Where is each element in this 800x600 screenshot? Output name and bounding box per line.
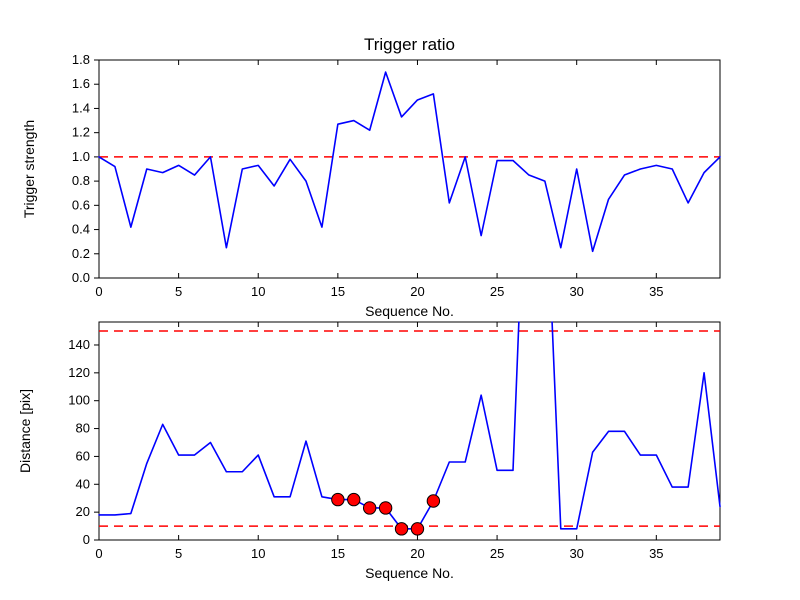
svg-text:Sequence No.: Sequence No. xyxy=(365,565,454,581)
svg-text:15: 15 xyxy=(331,284,345,299)
svg-text:Distance [pix]: Distance [pix] xyxy=(17,389,33,473)
svg-text:35: 35 xyxy=(649,546,663,561)
svg-text:10: 10 xyxy=(251,546,265,561)
svg-text:20: 20 xyxy=(410,284,424,299)
svg-text:1.0: 1.0 xyxy=(72,149,90,164)
svg-text:120: 120 xyxy=(68,365,90,380)
svg-text:60: 60 xyxy=(76,448,90,463)
svg-text:0: 0 xyxy=(83,532,90,547)
svg-text:Trigger strength: Trigger strength xyxy=(21,120,37,218)
svg-text:20: 20 xyxy=(410,546,424,561)
svg-text:0: 0 xyxy=(95,284,102,299)
svg-text:80: 80 xyxy=(76,421,90,436)
svg-text:0.0: 0.0 xyxy=(72,270,90,285)
svg-text:1.4: 1.4 xyxy=(72,100,90,115)
svg-text:5: 5 xyxy=(175,546,182,561)
svg-text:0.8: 0.8 xyxy=(72,173,90,188)
svg-text:0.4: 0.4 xyxy=(72,222,90,237)
svg-text:25: 25 xyxy=(490,284,504,299)
svg-text:5: 5 xyxy=(175,284,182,299)
svg-text:Sequence No.: Sequence No. xyxy=(365,303,454,319)
svg-text:1.2: 1.2 xyxy=(72,125,90,140)
svg-text:15: 15 xyxy=(331,546,345,561)
svg-text:25: 25 xyxy=(490,546,504,561)
svg-text:1.8: 1.8 xyxy=(72,52,90,67)
svg-text:0.2: 0.2 xyxy=(72,246,90,261)
svg-text:30: 30 xyxy=(569,546,583,561)
svg-text:40: 40 xyxy=(76,476,90,491)
svg-text:30: 30 xyxy=(569,284,583,299)
svg-text:0.6: 0.6 xyxy=(72,197,90,212)
svg-text:100: 100 xyxy=(68,393,90,408)
svg-text:10: 10 xyxy=(251,284,265,299)
svg-text:140: 140 xyxy=(68,337,90,352)
svg-text:Trigger ratio: Trigger ratio xyxy=(364,35,455,54)
svg-text:1.6: 1.6 xyxy=(72,76,90,91)
svg-text:20: 20 xyxy=(76,504,90,519)
svg-text:0: 0 xyxy=(95,546,102,561)
svg-text:35: 35 xyxy=(649,284,663,299)
